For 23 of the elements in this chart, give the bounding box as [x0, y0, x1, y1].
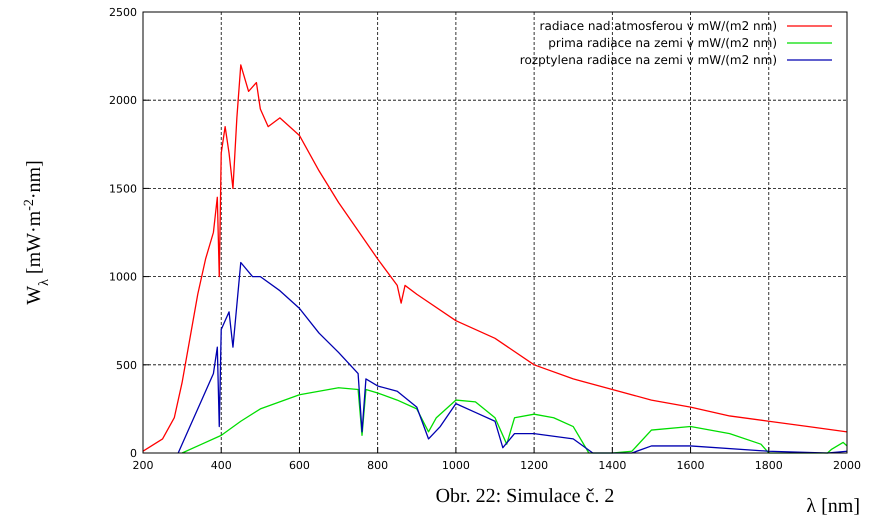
x-tick-label: 1400 — [598, 459, 626, 472]
line-series — [178, 262, 848, 454]
x-tick-label: 1800 — [754, 459, 783, 472]
x-axis-title: λ [nm] — [806, 495, 860, 517]
x-tick-label: 800 — [367, 459, 388, 472]
text: Obr. 22: Simulace č. 2 — [436, 485, 614, 507]
legend-label: prima radiace na zemi v mW/(m2 nm) — [548, 36, 777, 50]
x-tick-label: 1600 — [676, 459, 705, 472]
x-tick-label: 200 — [132, 459, 154, 472]
y-tick-label: 500 — [116, 358, 137, 372]
x-tick-label: 1000 — [442, 459, 470, 472]
x-tick-label: 400 — [210, 459, 232, 472]
y-tick-label: 2500 — [109, 6, 137, 19]
legend-label: radiace nad atmosferou v mW/(m2 nm) — [540, 19, 777, 33]
legend-label: rozptylena radiace na zemi v mW/(m2 nm) — [520, 53, 777, 67]
y-tick-label: 1000 — [109, 270, 137, 284]
y-tick-label: 2000 — [109, 94, 137, 108]
x-tick-label: 2000 — [833, 459, 861, 472]
x-tick-label: 1200 — [520, 459, 548, 472]
y-tick-label: 0 — [130, 447, 137, 460]
line-series — [181, 387, 848, 454]
y-tick-label: 1500 — [109, 182, 137, 196]
x-tick-label: 600 — [288, 459, 310, 472]
